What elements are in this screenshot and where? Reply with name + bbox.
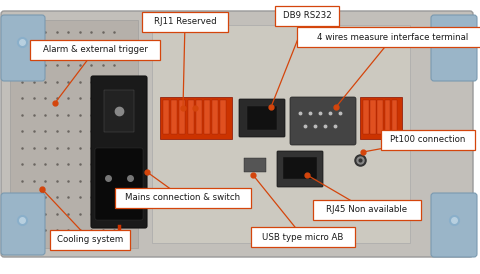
Bar [247,106,277,130]
Text: RJ45 Non available: RJ45 Non available [326,206,408,215]
Bar [360,97,402,139]
Bar [196,100,202,134]
FancyBboxPatch shape [115,188,251,208]
FancyBboxPatch shape [381,130,475,150]
FancyBboxPatch shape [95,148,143,220]
FancyBboxPatch shape [91,76,147,228]
Bar [212,100,218,134]
FancyBboxPatch shape [431,193,477,257]
Bar [171,100,177,134]
Bar [204,100,210,134]
Bar [163,100,169,134]
FancyBboxPatch shape [50,230,130,250]
Bar [160,97,232,139]
FancyBboxPatch shape [251,227,355,247]
Text: USB type micro AB: USB type micro AB [262,233,344,241]
Bar [244,158,266,172]
FancyBboxPatch shape [1,11,473,257]
Bar [384,100,390,134]
Text: Cooling system: Cooling system [57,235,123,244]
Bar [363,100,369,134]
FancyBboxPatch shape [1,193,45,255]
FancyBboxPatch shape [239,99,285,137]
Bar [220,100,227,134]
Bar [188,100,193,134]
FancyBboxPatch shape [297,27,480,47]
Bar [392,100,397,134]
Bar [370,100,376,134]
FancyBboxPatch shape [275,6,339,26]
Text: 4 wires measure interface terminal: 4 wires measure interface terminal [317,33,468,41]
FancyBboxPatch shape [431,15,477,81]
FancyBboxPatch shape [142,12,228,32]
FancyBboxPatch shape [290,97,356,145]
Bar [152,25,410,243]
Text: RJ11 Reserved: RJ11 Reserved [154,18,216,27]
FancyBboxPatch shape [313,200,421,220]
Bar [283,157,317,179]
Text: Pt100 connection: Pt100 connection [390,136,466,144]
FancyBboxPatch shape [1,15,45,81]
Bar [10,20,138,248]
FancyBboxPatch shape [277,151,323,187]
Text: Alarm & external trigger: Alarm & external trigger [43,45,147,55]
Text: Mains connection & switch: Mains connection & switch [125,193,240,202]
Text: DB9 RS232: DB9 RS232 [283,12,331,21]
Bar [104,90,134,132]
Bar [180,100,185,134]
FancyBboxPatch shape [30,40,160,60]
Bar [377,100,383,134]
